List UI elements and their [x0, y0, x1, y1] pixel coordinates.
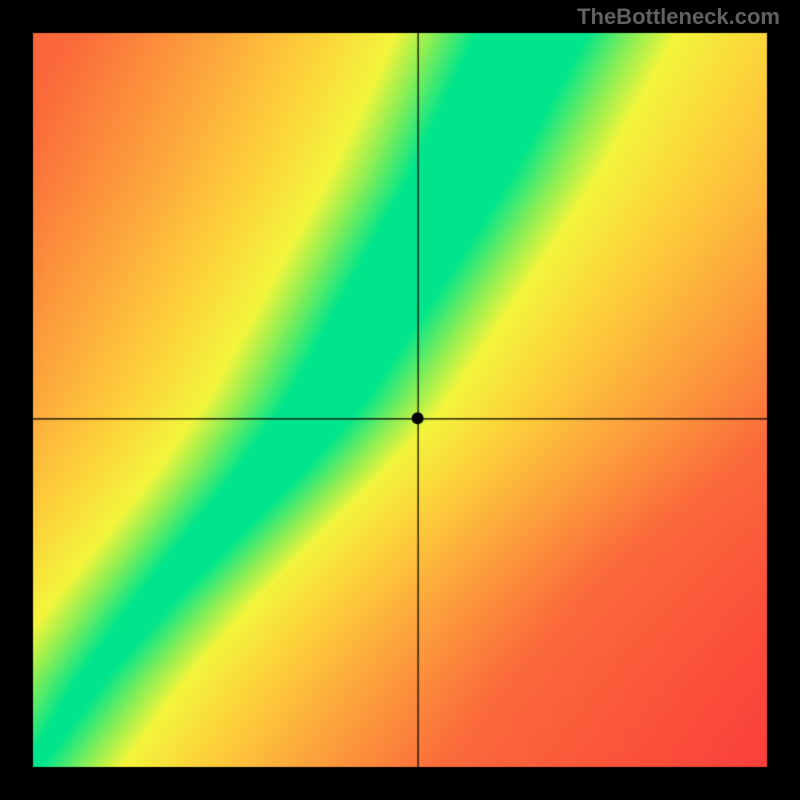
watermark-text: TheBottleneck.com — [577, 4, 780, 30]
chart-container: TheBottleneck.com — [0, 0, 800, 800]
heatmap-canvas — [0, 0, 800, 800]
